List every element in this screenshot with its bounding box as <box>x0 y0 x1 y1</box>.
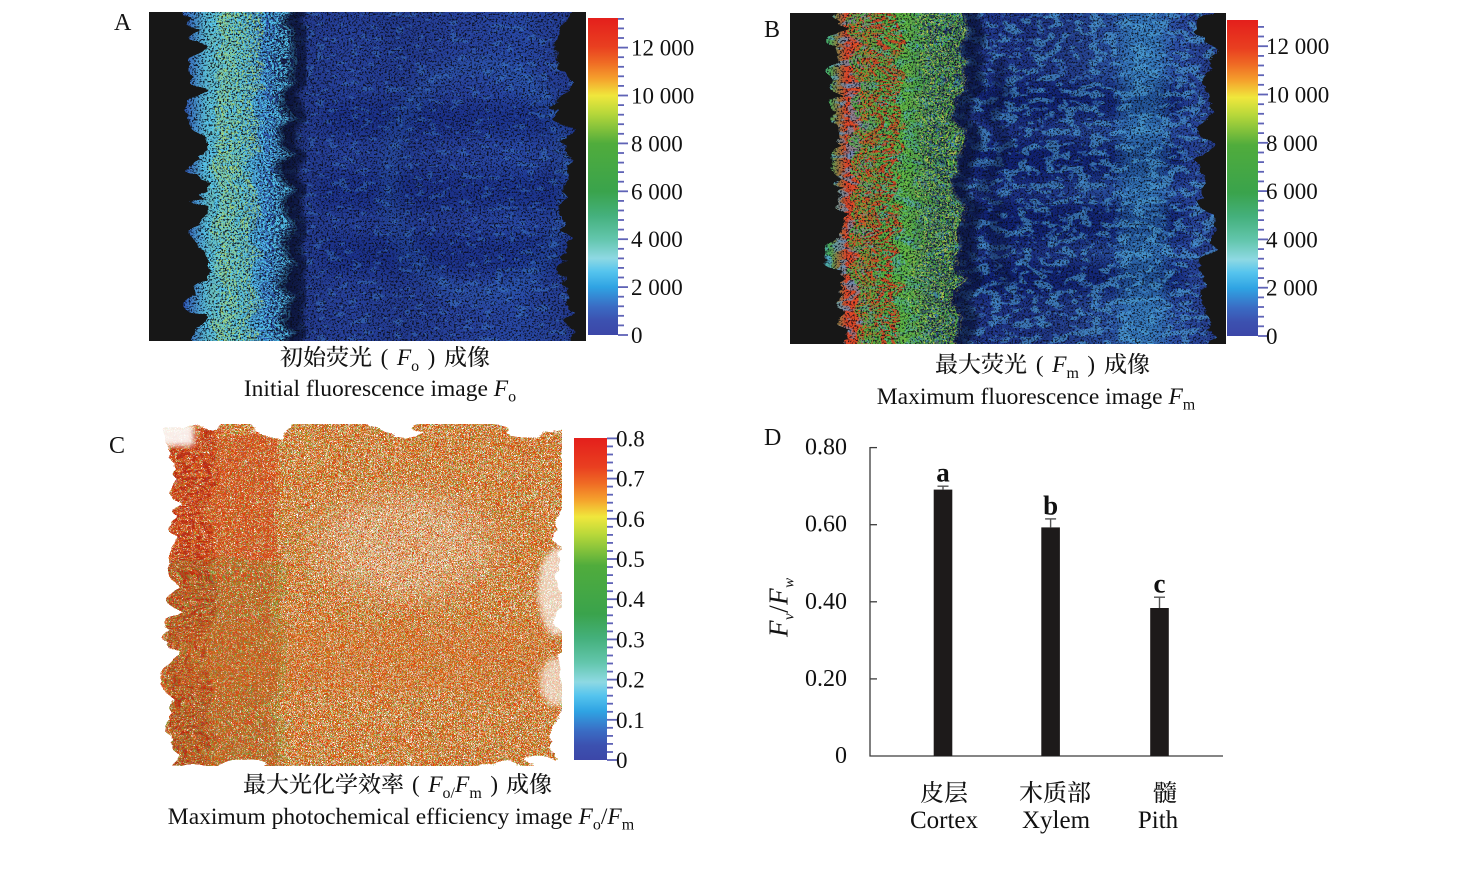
svg-text:0.40: 0.40 <box>805 589 847 615</box>
svg-text:0.2: 0.2 <box>616 668 645 693</box>
svg-text:0.20: 0.20 <box>805 666 847 692</box>
svg-text:4 000: 4 000 <box>631 227 683 252</box>
svg-text:10 000: 10 000 <box>1266 83 1329 108</box>
svg-text:Fv/Fw: Fv/Fw <box>764 577 798 638</box>
svg-text:0: 0 <box>616 748 628 773</box>
svg-text:2 000: 2 000 <box>631 275 683 300</box>
svg-text:8 000: 8 000 <box>1266 131 1318 156</box>
svg-text:12 000: 12 000 <box>631 36 694 61</box>
svg-text:0.6: 0.6 <box>616 507 645 532</box>
svg-text:0.80: 0.80 <box>805 435 847 461</box>
svg-text:0: 0 <box>835 743 847 769</box>
svg-text:0.1: 0.1 <box>616 708 645 733</box>
svg-text:4 000: 4 000 <box>1266 227 1318 252</box>
svg-text:8 000: 8 000 <box>631 131 683 156</box>
svg-text:0.8: 0.8 <box>616 430 645 451</box>
svg-text:0.4: 0.4 <box>616 587 645 612</box>
svg-text:b: b <box>1043 490 1058 520</box>
svg-text:0.3: 0.3 <box>616 627 645 652</box>
svg-text:c: c <box>1154 569 1166 599</box>
svg-text:0.5: 0.5 <box>616 547 645 572</box>
svg-text:2 000: 2 000 <box>1266 276 1318 301</box>
svg-text:6 000: 6 000 <box>631 179 683 204</box>
svg-text:0.7: 0.7 <box>616 467 645 492</box>
svg-text:12 000: 12 000 <box>1266 34 1329 59</box>
svg-text:0: 0 <box>631 323 643 348</box>
svg-text:10 000: 10 000 <box>631 84 694 109</box>
svg-text:0: 0 <box>1266 324 1278 349</box>
svg-text:0.60: 0.60 <box>805 512 847 538</box>
svg-text:a: a <box>936 458 950 488</box>
svg-text:6 000: 6 000 <box>1266 179 1318 204</box>
